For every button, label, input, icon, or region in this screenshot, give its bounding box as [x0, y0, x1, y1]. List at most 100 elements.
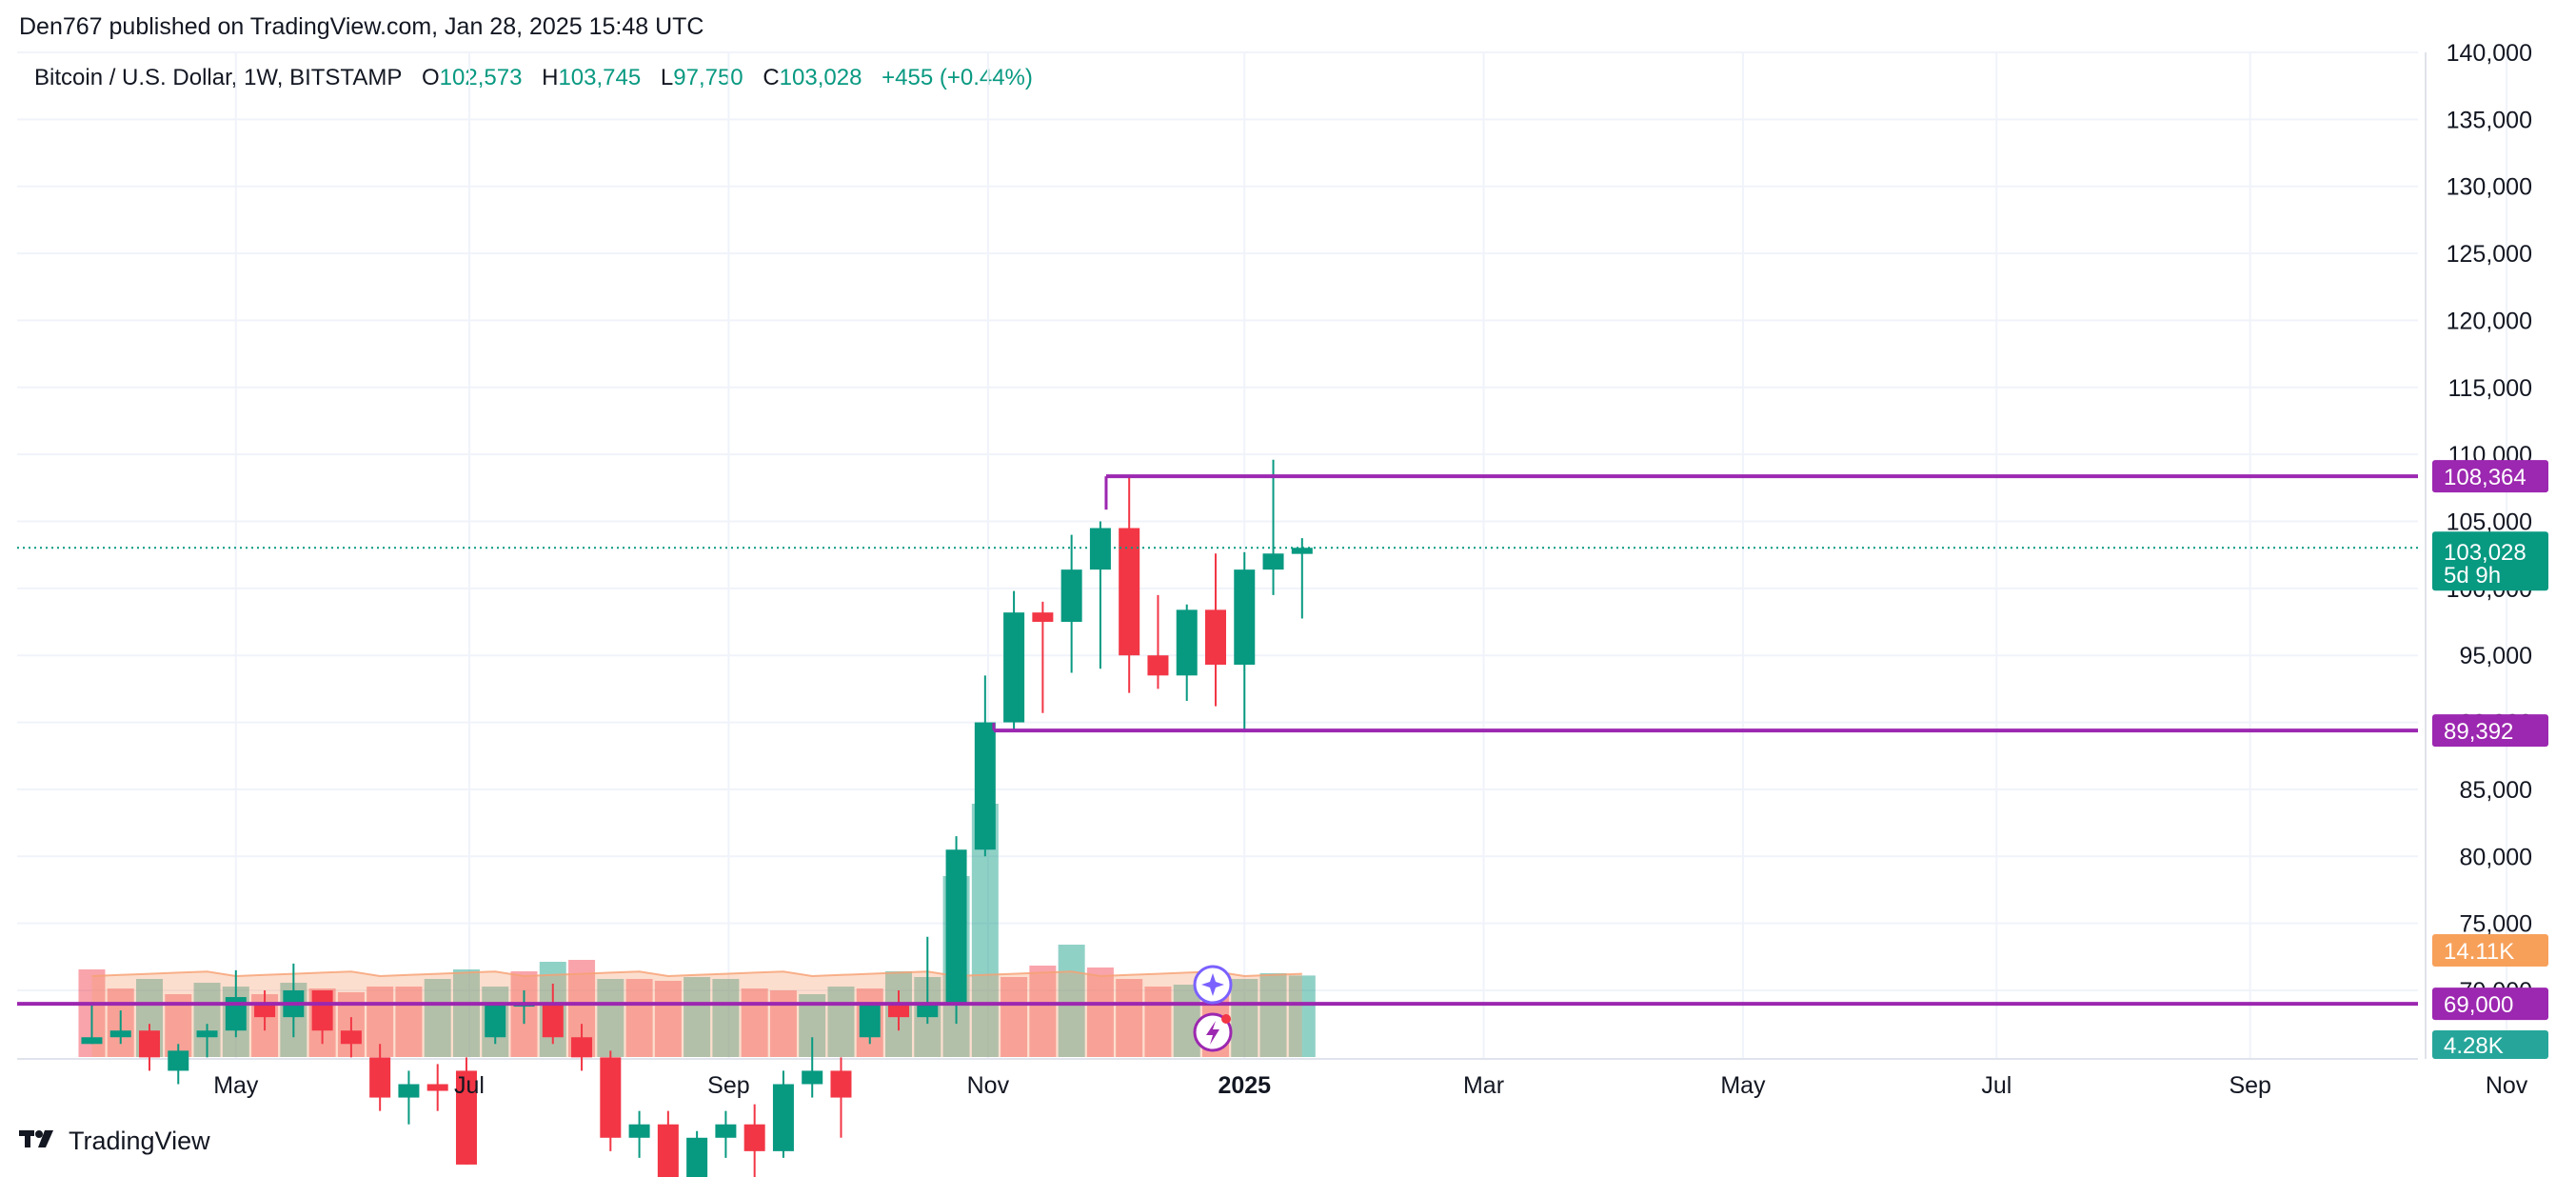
candle-body	[1234, 569, 1256, 666]
candle-body	[139, 1030, 160, 1058]
volume-ma-tag	[2432, 934, 2548, 967]
low-value: 97,750	[673, 65, 743, 90]
footer-brand[interactable]: TradingView	[69, 1126, 210, 1155]
price-tick-label: 140,000	[2447, 40, 2532, 67]
time-tick-label: Jul	[1981, 1072, 2011, 1099]
candle-body	[743, 1124, 765, 1151]
volume-bar	[424, 979, 451, 1057]
candle-body	[1262, 553, 1284, 570]
candle-body	[830, 1070, 852, 1098]
symbol-legend: Bitcoin / U.S. Dollar, 1W, BITSTAMP O102…	[34, 65, 1033, 91]
price-tick-label: 95,000	[2460, 643, 2532, 669]
candles	[81, 459, 1313, 1177]
volume-bar	[769, 990, 797, 1057]
time-tick-label: Nov	[2486, 1072, 2528, 1099]
footer: TradingView	[19, 1126, 210, 1156]
notification-dot	[1221, 1014, 1231, 1024]
candle-body	[1119, 528, 1140, 656]
price-tick-label: 130,000	[2447, 174, 2532, 201]
candle-body	[1089, 528, 1111, 570]
volume-ma-tag-text: 14.11K	[2444, 939, 2514, 965]
time-tick-label: Sep	[707, 1072, 749, 1099]
candle-body	[859, 1004, 881, 1038]
candle-body	[1147, 655, 1169, 676]
time-axis: May Jul Sep Nov 2025 Mar May Jul Sep Nov	[213, 1072, 2528, 1099]
time-tick-label: Sep	[2229, 1072, 2270, 1099]
candle-body	[772, 1084, 794, 1151]
volume-bar	[654, 981, 682, 1057]
candle-body	[1176, 609, 1198, 676]
tradingview-logo-icon[interactable]	[19, 1126, 61, 1156]
last-price-tag	[2432, 531, 2548, 591]
candle-body	[1003, 612, 1025, 723]
candle-body	[715, 1124, 737, 1138]
volume-bar	[1058, 945, 1085, 1057]
level-price-tag	[2432, 987, 2548, 1021]
close-label: C	[763, 65, 780, 90]
volume-bar	[712, 979, 740, 1057]
last-price-tag-subtext: 5d 9h	[2444, 563, 2501, 588]
high-label: H	[542, 65, 559, 90]
chart-icons	[1193, 965, 1233, 1052]
volume-bar	[684, 977, 711, 1057]
sparkle-icon-star	[1201, 973, 1224, 996]
candle-body	[628, 1124, 650, 1138]
time-tick-label: May	[1720, 1072, 1766, 1099]
volume-ma-area	[91, 971, 1302, 1057]
open-value: 102,573	[439, 65, 523, 90]
level-price-tag-text: 89,392	[2444, 719, 2513, 745]
publish-header: Den767 published on TradingView.com, Jan…	[19, 13, 704, 40]
price-tick-label: 75,000	[2460, 911, 2532, 938]
time-tick-label: 2025	[1218, 1072, 1271, 1099]
volume-bar	[625, 979, 653, 1057]
volume-bars	[78, 804, 1316, 1057]
level-price-tag-text: 69,000	[2444, 992, 2513, 1018]
candle-body	[657, 1124, 679, 1177]
volume-bar	[1086, 968, 1114, 1057]
volume-tag	[2432, 1030, 2548, 1059]
change-value: +455 (+0.44%)	[882, 65, 1033, 90]
volume-bar	[741, 988, 768, 1057]
time-tick-label: May	[213, 1072, 259, 1099]
volume-bar	[597, 979, 624, 1057]
volume-bar	[1288, 975, 1316, 1057]
candle-body	[369, 1057, 391, 1098]
candle-body	[196, 1030, 218, 1038]
candle-body	[974, 722, 996, 850]
low-label: L	[660, 65, 674, 90]
price-tick-label: 85,000	[2460, 777, 2532, 804]
volume-bar	[1144, 987, 1172, 1057]
price-tick-label: 105,000	[2447, 509, 2532, 536]
symbol-name[interactable]: Bitcoin / U.S. Dollar, 1W, BITSTAMP	[34, 65, 403, 90]
volume-bar	[1116, 979, 1143, 1057]
candle-body	[917, 1004, 939, 1018]
price-tick-label: 120,000	[2447, 308, 2532, 334]
lightning-icon[interactable]	[1193, 1012, 1233, 1052]
level-price-tag-text: 108,364	[2444, 465, 2526, 490]
volume-bar	[1231, 979, 1258, 1057]
volume-bar	[1001, 977, 1028, 1057]
candle-body	[254, 1004, 276, 1018]
volume-bar	[1029, 966, 1057, 1057]
candle-body	[485, 1004, 506, 1038]
level-price-tag	[2432, 460, 2548, 493]
lightning-icon-bolt	[1206, 1021, 1219, 1045]
price-tick-label: 115,000	[2447, 375, 2532, 402]
candle-body	[686, 1137, 708, 1177]
candle-body	[1060, 569, 1082, 623]
candle-body	[945, 849, 967, 1005]
candle-body	[1291, 548, 1313, 554]
sparkle-icon[interactable]	[1193, 965, 1233, 1005]
levels	[17, 474, 2418, 1007]
level-price-tag	[2432, 714, 2548, 748]
volume-bar	[827, 987, 855, 1057]
candle-body	[109, 1030, 131, 1038]
volume-bar	[452, 969, 480, 1057]
candle-body	[398, 1084, 420, 1098]
volume-bar	[395, 987, 423, 1057]
time-tick-label: Jul	[454, 1072, 485, 1099]
grid	[17, 51, 2508, 1060]
candle-body	[542, 1004, 564, 1038]
